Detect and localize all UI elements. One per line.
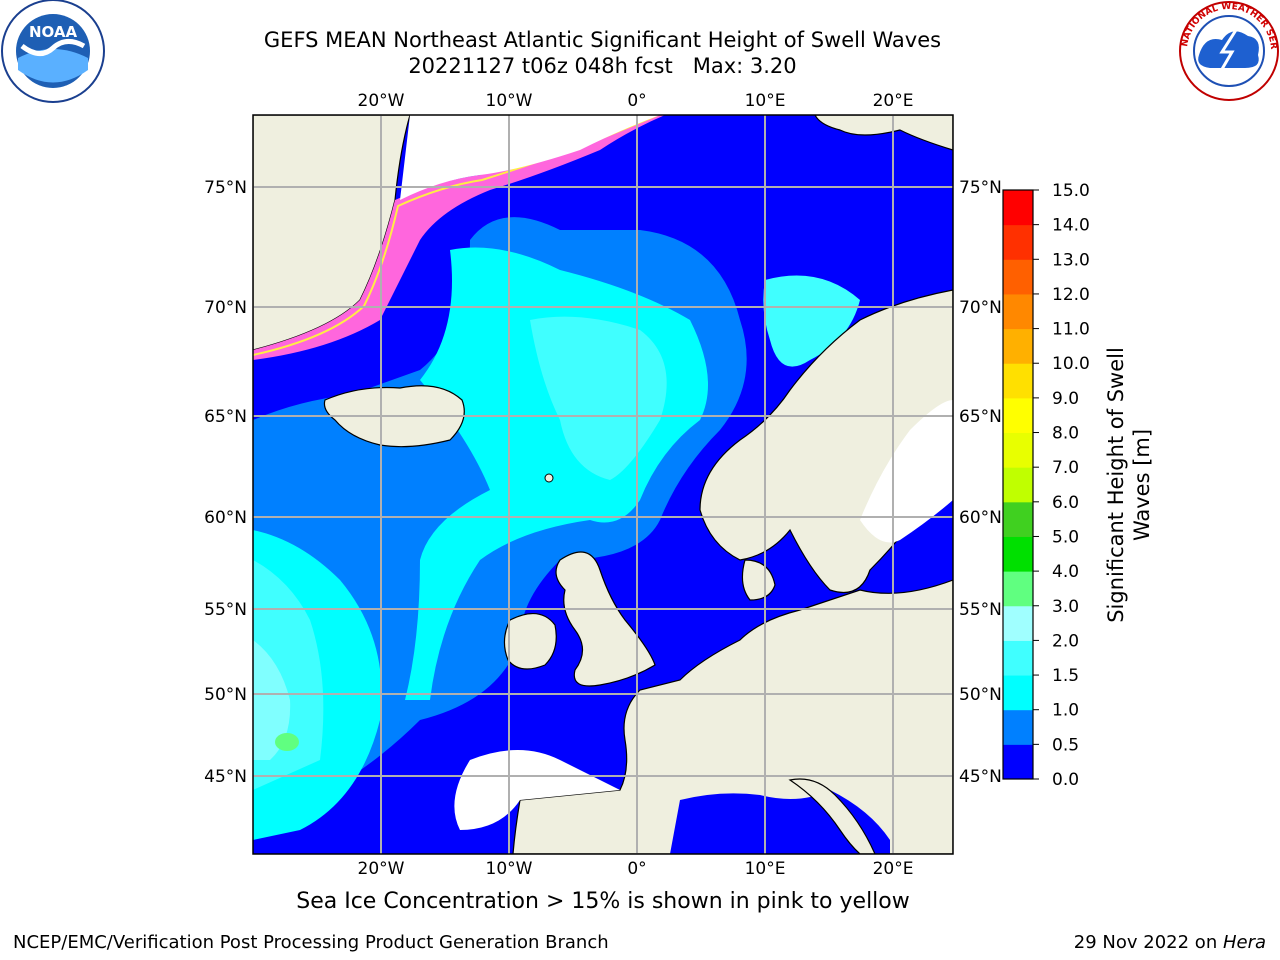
lat-label-right: 65°N xyxy=(959,407,1002,427)
colorbar-segment xyxy=(1003,397,1033,434)
nws-ring-text: NATIONAL WEATHER SERVICE xyxy=(0,0,1278,50)
colorbar-segment xyxy=(1003,190,1033,226)
land-ireland xyxy=(503,613,557,670)
colorbar-segment xyxy=(1003,744,1033,780)
chart-title: GEFS MEAN Northeast Atlantic Significant… xyxy=(263,28,942,52)
land-mask-biscay xyxy=(454,750,620,830)
noaa-logo: NOAA xyxy=(1,0,105,103)
colorbar-segment xyxy=(1003,363,1033,399)
colorbar-tick-label: 1.0 xyxy=(1052,701,1079,721)
lon-label-top: 10°W xyxy=(486,91,533,111)
colorbar-segment xyxy=(1003,293,1033,330)
noaa-logo-text: NOAA xyxy=(29,23,78,41)
lat-label-right: 75°N xyxy=(959,178,1002,198)
colorbar-segment xyxy=(1003,501,1033,537)
colorbar-tick-label: 8.0 xyxy=(1052,424,1079,444)
map-frame xyxy=(252,114,954,855)
colorbar-label: Waves [m] xyxy=(1130,429,1154,541)
land-great-britain xyxy=(555,551,656,687)
colorbar xyxy=(1002,189,1034,780)
lat-label-left: 60°N xyxy=(204,508,247,528)
lon-label-top: 0° xyxy=(627,91,646,111)
colorbar-segment xyxy=(1003,467,1033,503)
colorbar-tick-label: 1.5 xyxy=(1052,666,1079,686)
colorbar-segment xyxy=(1003,709,1033,745)
colorbar-segment xyxy=(1003,224,1033,260)
footer-date: 29 Nov 2022 on xyxy=(1073,932,1223,953)
lat-label-left: 70°N xyxy=(204,298,247,318)
colorbar-tick-label: 12.0 xyxy=(1052,285,1090,305)
land-svalbard xyxy=(814,115,953,151)
colorbar-segment xyxy=(1003,605,1033,641)
colorbar-segment xyxy=(1003,640,1033,676)
lon-label-top: 20°W xyxy=(358,91,405,111)
colorbar-segment xyxy=(1003,259,1033,295)
swell-central-higher xyxy=(530,316,667,480)
lat-label-right: 55°N xyxy=(959,600,1002,620)
nws-logo: NATIONAL WEATHER SERVICE xyxy=(0,0,1279,101)
colorbar-frame xyxy=(1002,189,1034,780)
map-area xyxy=(253,115,953,854)
lat-label-left: 55°N xyxy=(204,600,247,620)
lat-label-right: 50°N xyxy=(959,685,1002,705)
lon-label-top: 10°E xyxy=(745,91,786,111)
swell-west-peak xyxy=(253,640,291,760)
lat-label-left: 45°N xyxy=(204,767,247,787)
colorbar-tick-label: 0.5 xyxy=(1052,735,1079,755)
swell-norwegian-patch xyxy=(763,275,860,367)
lon-label-top: 20°E xyxy=(873,91,914,111)
land-mask-ice xyxy=(400,115,660,200)
land-faroe xyxy=(544,473,554,483)
colorbar-tick-label: 9.0 xyxy=(1052,389,1079,409)
graticule xyxy=(253,115,953,854)
land-italy xyxy=(788,778,876,854)
colorbar-tick-label: 0.0 xyxy=(1052,770,1079,790)
lat-label-left: 50°N xyxy=(204,685,247,705)
lon-label-bottom: 0° xyxy=(627,859,646,879)
colorbar-tick-label: 13.0 xyxy=(1052,250,1090,270)
lat-label-right: 45°N xyxy=(959,767,1002,787)
colorbar-segment xyxy=(1003,328,1033,364)
colorbar-segment xyxy=(1003,536,1033,572)
colorbar-segment xyxy=(1003,571,1033,607)
lat-label-left: 65°N xyxy=(204,407,247,427)
colorbar-tick-label: 3.0 xyxy=(1052,597,1079,617)
caption: Sea Ice Concentration > 15% is shown in … xyxy=(296,889,910,914)
colorbar-tick-label: 14.0 xyxy=(1052,216,1090,236)
footer-right: 29 Nov 2022 on Hera xyxy=(1074,932,1266,953)
lon-label-bottom: 10°W xyxy=(486,859,533,879)
colorbar-tick-label: 15.0 xyxy=(1052,181,1090,201)
lat-label-left: 75°N xyxy=(204,178,247,198)
colorbar-tick-label: 10.0 xyxy=(1052,354,1090,374)
lat-label-right: 70°N xyxy=(959,298,1002,318)
colorbar-tick-label: 2.0 xyxy=(1052,631,1079,651)
colorbar-tick-label: 6.0 xyxy=(1052,493,1079,513)
colorbar-tick-label: 4.0 xyxy=(1052,562,1079,582)
colorbar-tick-label: 11.0 xyxy=(1052,320,1090,340)
lake-gulf-mask xyxy=(860,400,953,543)
swell-max-spot xyxy=(275,733,299,751)
colorbar-segment xyxy=(1003,675,1033,711)
colorbar-segment xyxy=(1003,432,1033,468)
colorbar-tick-label: 5.0 xyxy=(1052,527,1079,547)
colorbar-tick-label: 7.0 xyxy=(1052,458,1079,478)
lat-label-right: 60°N xyxy=(959,508,1002,528)
chart-subtitle: 20221127 t06z 048h fcst Max: 3.20 xyxy=(408,54,797,78)
lon-label-bottom: 20°W xyxy=(358,859,405,879)
footer-left: NCEP/EMC/Verification Post Processing Pr… xyxy=(13,932,609,953)
svg-text:NATIONAL WEATHER SERVICE: NATIONAL WEATHER SERVICE xyxy=(0,0,1278,50)
lon-label-bottom: 20°E xyxy=(873,859,914,879)
footer-host: Hera xyxy=(1222,932,1266,953)
lon-label-bottom: 10°E xyxy=(745,859,786,879)
colorbar-label: Significant Height of Swell xyxy=(1104,347,1128,623)
